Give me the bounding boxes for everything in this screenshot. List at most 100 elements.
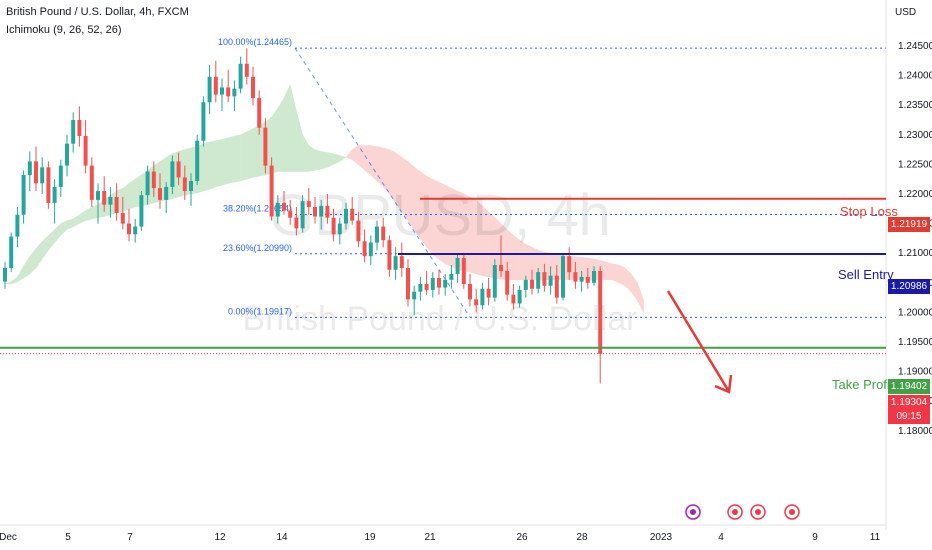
- candle-body: [176, 161, 181, 178]
- candle-body: [306, 201, 311, 208]
- fib-level-label: 23.60%(1.20990): [223, 243, 292, 253]
- candle-body: [108, 196, 113, 205]
- candle-body: [350, 208, 355, 221]
- candle-body: [499, 265, 503, 271]
- candle-body: [288, 210, 293, 218]
- cloud-segment: [234, 134, 241, 183]
- candle-body: [244, 63, 249, 77]
- take-profit-label: Take Profit: [832, 377, 894, 392]
- cloud-segment: [320, 151, 328, 170]
- candle-body: [71, 120, 76, 144]
- candle-body: [517, 289, 522, 304]
- candle-body: [46, 167, 51, 203]
- stop-loss-price-tag: 1.21919: [888, 217, 930, 232]
- candle-body: [21, 175, 26, 215]
- candle-body: [58, 165, 63, 187]
- candle-body: [486, 288, 491, 298]
- candle-body: [238, 63, 243, 89]
- x-tick-label: 28: [576, 532, 588, 543]
- candle-body: [151, 171, 156, 189]
- candle-body: [573, 272, 578, 282]
- cloud-segment: [296, 111, 303, 172]
- sell-entry-price-tag: 1.20986: [888, 279, 930, 294]
- cloud-segment: [364, 145, 372, 176]
- cloud-segment: [246, 128, 254, 180]
- candle-body: [362, 241, 367, 257]
- candle-body: [381, 226, 386, 241]
- candle-body: [207, 76, 212, 103]
- candle-body: [170, 161, 175, 187]
- candle-body: [585, 276, 590, 283]
- y-tick-label: 1.23000: [898, 130, 932, 141]
- candle-body: [294, 217, 299, 229]
- candle-body: [542, 272, 547, 286]
- candle-body: [201, 102, 206, 141]
- cloud-segment: [624, 267, 632, 293]
- cloud-segment: [345, 148, 353, 161]
- candle-body: [399, 256, 404, 268]
- cloud-segment: [54, 223, 62, 244]
- candle-body: [536, 272, 541, 289]
- candle-body: [337, 223, 342, 235]
- candle-body: [27, 161, 32, 176]
- candle-body: [89, 165, 94, 200]
- watermark-name: British Pound / U.S. Dollar: [243, 300, 638, 338]
- candle-body: [232, 88, 237, 97]
- y-tick-label: 1.24500: [898, 41, 932, 52]
- candle-body: [96, 191, 100, 200]
- candle-body: [592, 270, 596, 283]
- candle-body: [65, 143, 69, 166]
- bar-countdown: 09:15: [888, 409, 930, 424]
- cloud-segment: [128, 178, 136, 210]
- candle-body: [461, 257, 466, 284]
- cloud-segment: [314, 149, 322, 171]
- cloud-segment: [60, 220, 68, 237]
- y-tick-label: 1.23500: [898, 100, 932, 111]
- candle-body: [331, 217, 336, 235]
- y-tick-label: 1.21000: [898, 248, 932, 259]
- x-tick-label: 11: [870, 532, 881, 543]
- candle-body: [474, 299, 479, 306]
- cloud-segment: [85, 206, 93, 221]
- us-flag-event-icon-dot: [755, 509, 761, 515]
- candle-body: [437, 278, 441, 288]
- y-tick-label: 1.19000: [898, 367, 932, 378]
- candle-body: [34, 161, 38, 184]
- candle-body: [102, 191, 107, 205]
- fib-level-label: 100.00%(1.24465): [218, 37, 292, 47]
- cloud-segment: [289, 84, 297, 172]
- candle-body: [220, 87, 224, 95]
- candle-body: [356, 220, 361, 242]
- symbol-title[interactable]: British Pound / U.S. Dollar, 4h, FXCM: [6, 6, 189, 18]
- lightning-event-icon-dot: [690, 509, 696, 515]
- cloud-segment: [333, 153, 341, 165]
- candle-body: [282, 202, 286, 211]
- candle-body: [387, 240, 392, 270]
- candle-body: [226, 87, 231, 97]
- x-tick-label: 19: [364, 532, 376, 543]
- candle-body: [15, 214, 20, 237]
- x-tick-label: 7: [127, 532, 133, 543]
- fib-level-label: 0.00%(1.19917): [228, 306, 292, 316]
- x-tick-label: 9: [812, 532, 818, 543]
- candle-body: [127, 223, 131, 235]
- candle-body: [567, 256, 572, 273]
- cloud-segment: [612, 263, 620, 284]
- cloud-segment: [327, 152, 334, 168]
- cloud-segment: [17, 265, 24, 283]
- cloud-segment: [277, 97, 285, 172]
- candle-body: [505, 270, 510, 295]
- x-tick-label: 2023: [650, 532, 673, 543]
- candle-body: [251, 76, 255, 99]
- cloud-segment: [29, 247, 37, 275]
- candle-body: [492, 265, 497, 298]
- candle-body: [164, 186, 169, 200]
- stop-loss-label: Stop Loss: [840, 204, 898, 219]
- candle-body: [418, 283, 423, 292]
- indicator-label[interactable]: Ichimoku (9, 26, 52, 26): [6, 24, 122, 36]
- cloud-segment: [66, 218, 74, 230]
- candle-body: [120, 212, 125, 224]
- fib-level-label: 38.20%(1.21654): [223, 203, 292, 213]
